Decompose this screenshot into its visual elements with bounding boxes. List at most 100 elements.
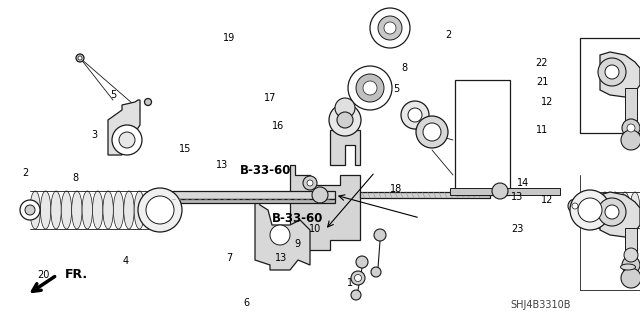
Polygon shape xyxy=(290,165,360,250)
Circle shape xyxy=(348,66,392,110)
Ellipse shape xyxy=(621,264,636,270)
Circle shape xyxy=(374,229,386,241)
Text: 15: 15 xyxy=(179,144,191,154)
Text: 11: 11 xyxy=(536,125,548,135)
Ellipse shape xyxy=(620,192,630,228)
Circle shape xyxy=(355,275,362,281)
Circle shape xyxy=(363,81,377,95)
Bar xyxy=(170,191,335,199)
Circle shape xyxy=(423,123,441,141)
Circle shape xyxy=(408,108,422,122)
Circle shape xyxy=(621,268,640,288)
Text: 13: 13 xyxy=(275,253,287,263)
Text: 18: 18 xyxy=(390,184,402,194)
Circle shape xyxy=(76,54,84,62)
Circle shape xyxy=(627,124,635,132)
Polygon shape xyxy=(600,52,640,97)
Circle shape xyxy=(20,200,40,220)
Circle shape xyxy=(621,130,640,150)
Ellipse shape xyxy=(82,191,93,229)
Ellipse shape xyxy=(630,192,640,228)
Text: 17: 17 xyxy=(264,93,276,103)
Ellipse shape xyxy=(51,191,61,229)
Circle shape xyxy=(370,8,410,48)
Circle shape xyxy=(622,119,640,137)
Circle shape xyxy=(568,199,582,213)
Text: 5: 5 xyxy=(110,90,116,100)
Circle shape xyxy=(329,104,361,136)
Circle shape xyxy=(572,203,578,209)
Bar xyxy=(580,38,640,133)
Text: 5: 5 xyxy=(393,84,399,94)
Text: 12: 12 xyxy=(541,97,553,107)
Text: 4: 4 xyxy=(123,256,129,266)
Ellipse shape xyxy=(124,191,134,229)
Text: 23: 23 xyxy=(511,224,523,234)
Text: 8: 8 xyxy=(72,173,78,183)
Ellipse shape xyxy=(134,191,145,229)
Circle shape xyxy=(371,267,381,277)
Text: 7: 7 xyxy=(226,253,232,263)
Text: 13: 13 xyxy=(511,192,523,202)
Text: 10: 10 xyxy=(309,224,321,234)
Circle shape xyxy=(146,196,174,224)
Text: 12: 12 xyxy=(541,195,553,205)
Circle shape xyxy=(356,74,384,102)
Circle shape xyxy=(138,188,182,232)
Text: 3: 3 xyxy=(91,130,97,140)
Circle shape xyxy=(401,101,429,129)
Polygon shape xyxy=(108,100,140,155)
Text: B-33-60: B-33-60 xyxy=(240,164,291,176)
Ellipse shape xyxy=(145,191,155,229)
Circle shape xyxy=(578,198,602,222)
Text: SHJ4B3310B: SHJ4B3310B xyxy=(510,300,570,310)
Circle shape xyxy=(307,180,313,186)
Circle shape xyxy=(112,125,142,155)
Circle shape xyxy=(384,22,396,34)
Circle shape xyxy=(303,176,317,190)
Circle shape xyxy=(145,99,152,106)
Text: 22: 22 xyxy=(536,58,548,68)
Circle shape xyxy=(270,225,290,245)
Text: 8: 8 xyxy=(401,63,407,73)
Polygon shape xyxy=(255,195,310,270)
Bar xyxy=(170,199,335,203)
Polygon shape xyxy=(600,192,640,237)
Circle shape xyxy=(492,183,508,199)
Circle shape xyxy=(570,190,610,230)
Circle shape xyxy=(337,112,353,128)
Circle shape xyxy=(351,290,361,300)
Circle shape xyxy=(119,132,135,148)
Circle shape xyxy=(598,58,626,86)
Circle shape xyxy=(605,65,619,79)
Ellipse shape xyxy=(93,191,103,229)
Bar xyxy=(455,80,510,195)
Polygon shape xyxy=(330,130,360,165)
Circle shape xyxy=(356,256,368,268)
Text: 20: 20 xyxy=(37,270,49,280)
Circle shape xyxy=(598,198,626,226)
Text: 1: 1 xyxy=(347,278,353,288)
Bar xyxy=(625,88,637,126)
Text: B-33-60: B-33-60 xyxy=(272,211,323,225)
Text: 6: 6 xyxy=(243,298,249,308)
Text: 9: 9 xyxy=(294,239,300,249)
Circle shape xyxy=(416,116,448,148)
Text: 13: 13 xyxy=(216,160,228,170)
Circle shape xyxy=(378,16,402,40)
Text: 19: 19 xyxy=(223,33,235,43)
Bar xyxy=(450,188,560,195)
Ellipse shape xyxy=(72,191,82,229)
Text: 21: 21 xyxy=(536,77,548,87)
Text: 2: 2 xyxy=(445,30,451,40)
Ellipse shape xyxy=(61,191,72,229)
Circle shape xyxy=(78,56,82,60)
Ellipse shape xyxy=(590,192,600,228)
Text: 16: 16 xyxy=(272,121,284,131)
Circle shape xyxy=(351,271,365,285)
Bar xyxy=(360,192,490,198)
Circle shape xyxy=(335,98,355,118)
Circle shape xyxy=(605,205,619,219)
Text: 2: 2 xyxy=(22,168,28,178)
Text: FR.: FR. xyxy=(65,269,88,281)
